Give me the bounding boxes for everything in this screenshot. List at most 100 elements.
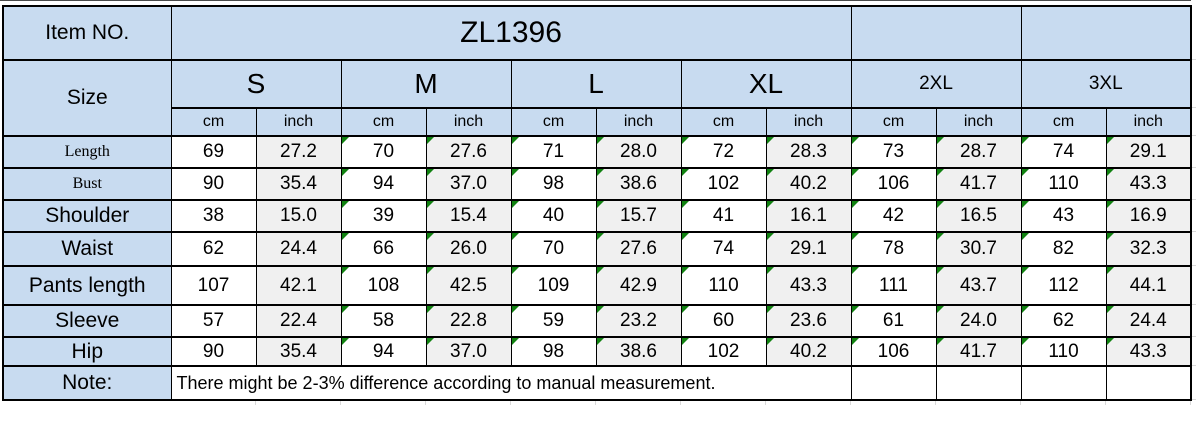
value-cell-cm: 110 [1020,336,1107,367]
size-header-row: Size S M L XL 2XL 3XL [2,59,1192,137]
green-flag-triangle-icon [342,339,349,345]
green-flag-triangle-icon [1022,234,1029,240]
value-text: 32.3 [1129,238,1167,259]
value-cell-cm: 40 [510,199,597,233]
value-cell-cm: 62 [170,231,257,267]
green-flag-triangle-icon [767,234,774,240]
value-cell-cm: 69 [170,135,257,169]
table-row: Pants length 107 42.1 108 42.5 109 42.9 110 43.3… [2,265,1192,306]
size-label: Size [2,59,172,137]
value-text: 110 [1048,340,1079,362]
green-flag-triangle-icon [1022,202,1029,208]
item-no-value: ZL1396 [170,5,852,61]
gridline-stub [935,401,936,405]
green-flag-triangle-icon [682,307,689,313]
green-flag-triangle-icon [342,307,349,313]
gridline-stub [1192,365,1196,366]
value-cell-inch: 16.1 [765,199,852,233]
value-text: 23.2 [620,310,657,331]
green-flag-triangle-icon [767,202,774,208]
value-text: 43.3 [790,274,827,296]
value-cell-cm: 71 [510,135,597,169]
green-flag-triangle-icon [1107,339,1114,345]
empty-cell [1105,365,1192,401]
green-flag-triangle-icon [852,234,859,240]
unit-inch: inch [1105,107,1192,137]
unit-cm: cm [1020,107,1107,137]
value-text: 106 [877,173,910,194]
table-row: Hip 90 35.4 94 37.0 98 38.6 102 40.2 106 41.7 110 43… [2,336,1192,367]
value-cell-inch: 41.7 [935,336,1022,367]
value-text: 42.5 [450,274,487,296]
value-cell-cm: 74 [1020,135,1107,169]
green-flag-triangle-icon [767,307,774,313]
table-row: Length 69 27.2 70 27.6 71 28.0 72 28.3 73 28.7 74 29… [2,135,1192,169]
value-text: 73 [882,141,905,162]
row-label-sleeve: Sleeve [2,304,172,338]
green-flag-triangle-icon [682,202,689,208]
row-label-bust: Bust [2,167,172,201]
value-text: 74 [1052,141,1075,162]
green-flag-triangle-icon [427,138,434,144]
value-text: 72 [712,141,735,162]
value-text: 42.1 [280,274,317,296]
green-flag-triangle-icon [937,234,944,240]
size-header-xl: XL [680,59,852,109]
value-cell-cm: 94 [340,336,427,367]
value-text: 35.4 [280,173,317,194]
value-text: 28.0 [620,141,657,162]
gridline-stub [680,401,681,405]
empty-cell [1020,5,1192,61]
empty-cell [850,5,1022,61]
value-text: 111 [879,274,908,296]
value-text: 41 [712,205,735,226]
value-text: 70 [542,238,565,259]
value-cell-cm: 78 [850,231,937,267]
table-row: Shoulder 38 15.0 39 15.4 40 15.7 41 16.1 42 16.5 43… [2,199,1192,233]
note-row: Note: There might be 2-3% difference acc… [2,365,1192,401]
value-text: 15.4 [450,205,487,226]
green-flag-triangle-icon [512,339,519,345]
value-cell-cm: 41 [680,199,767,233]
green-flag-triangle-icon [852,202,859,208]
value-cell-cm: 98 [510,336,597,367]
note-text: There might be 2-3% difference according… [170,365,852,401]
value-text: 38 [202,205,225,226]
value-text: 27.2 [280,141,317,162]
value-cell-inch: 38.6 [595,167,682,201]
value-text: 39 [372,205,395,226]
green-flag-triangle-icon [342,202,349,208]
value-cell-inch: 43.3 [1105,336,1192,367]
value-cell-inch: 28.7 [935,135,1022,169]
value-cell-cm: 43 [1020,199,1107,233]
size-chart-table: Item NO. ZL1396 Size S M L XL 2XL 3XL cm… [2,5,1192,401]
value-text: 37.0 [450,173,487,194]
value-cell-cm: 58 [340,304,427,338]
value-text: 70 [372,141,395,162]
gridline-stub [765,401,766,405]
value-cell-cm: 57 [170,304,257,338]
green-flag-triangle-icon [512,268,519,274]
gridline-stub [1020,401,1021,405]
value-cell-cm: 110 [1020,167,1107,201]
green-flag-triangle-icon [597,307,604,313]
value-text: 109 [537,274,570,296]
value-text: 102 [707,340,740,362]
value-text: 110 [708,274,739,296]
value-text: 78 [882,238,905,259]
value-cell-cm: 59 [510,304,597,338]
green-flag-triangle-icon [512,170,519,176]
green-flag-triangle-icon [937,339,944,345]
value-text: 35.4 [280,340,317,362]
green-flag-triangle-icon [682,138,689,144]
value-text: 24.0 [960,310,997,331]
row-label-pants-length: Pants length [2,265,172,306]
value-text: 22.4 [280,310,317,331]
item-no-row: Item NO. ZL1396 [2,5,1192,61]
unit-inch: inch [935,107,1022,137]
unit-header-row: cm inch cm inch cm inch cm inch cm inch … [3,107,1192,137]
value-text: 15.7 [620,205,657,226]
value-text: 38.6 [620,340,657,362]
value-cell-cm: 112 [1020,265,1107,306]
value-cell-cm: 106 [850,167,937,201]
